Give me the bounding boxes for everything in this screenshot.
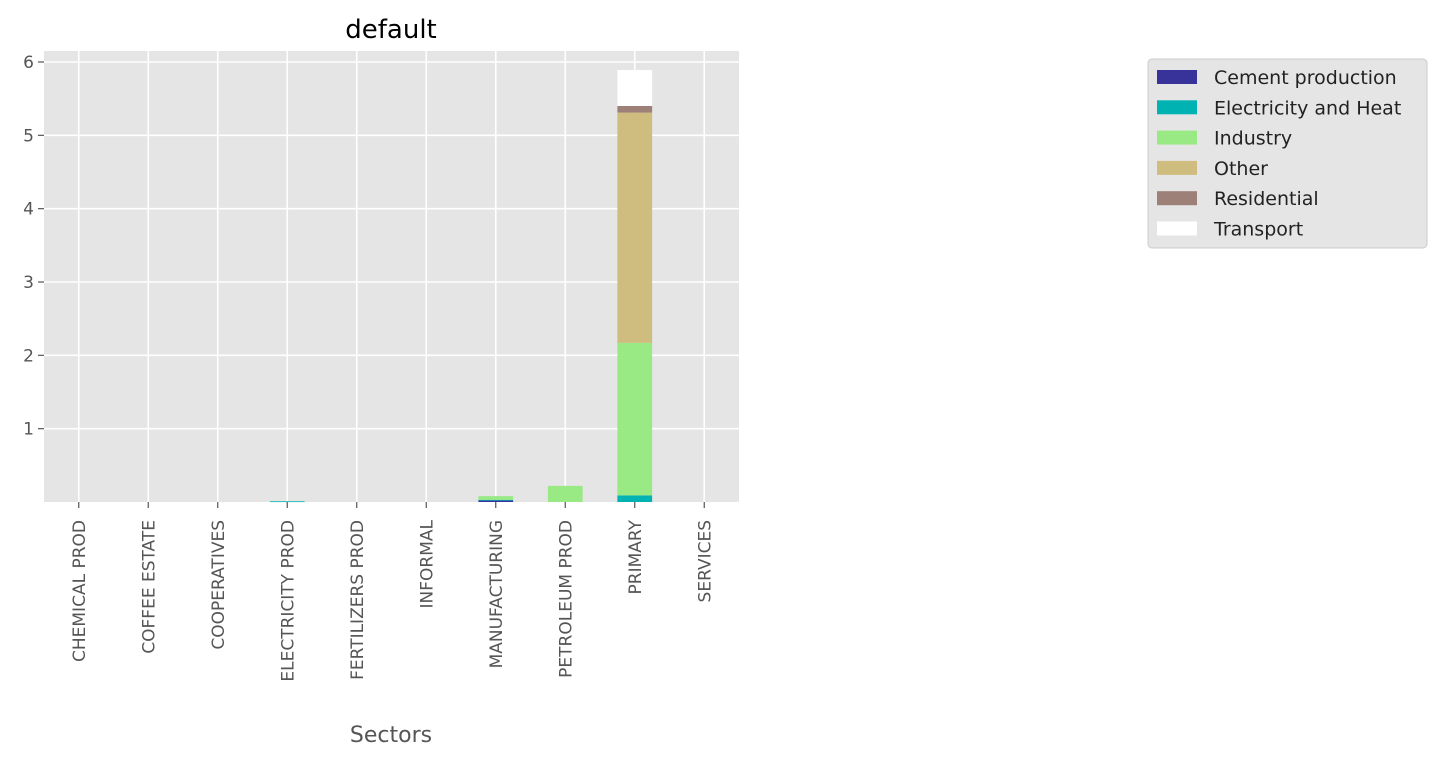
bar-segment	[269, 501, 305, 503]
bar-segment	[478, 496, 514, 500]
x-axis-ticks: CHEMICAL PROD COFFEE ESTATE COOPERATIVES EL…	[70, 502, 715, 682]
legend-label: Industry	[1214, 128, 1292, 150]
x-tick-label: MANUFACTURING	[487, 520, 507, 668]
y-tick-label: 5	[23, 126, 34, 146]
legend-label: Electricity and Heat	[1214, 97, 1401, 119]
x-tick-label: COOPERATIVES	[209, 520, 229, 650]
bar-segment	[478, 499, 514, 501]
legend-box	[1147, 58, 1428, 249]
y-tick-label: 4	[23, 200, 34, 220]
bar-segment	[478, 500, 514, 502]
legend-swatch	[1157, 191, 1197, 206]
legend-label: Cement production	[1214, 67, 1397, 89]
legend-swatch	[1157, 70, 1197, 84]
x-tick-label: COFFEE ESTATE	[139, 520, 159, 654]
x-axis-label: Sectors	[350, 723, 432, 748]
x-tick-label: ELECTRICITY PROD	[278, 520, 298, 682]
y-tick-label: 3	[23, 273, 34, 293]
bar-segment	[617, 342, 653, 496]
y-tick-label: 1	[23, 420, 34, 440]
bar-segment	[617, 112, 653, 343]
x-tick-label: PRIMARY	[626, 519, 646, 594]
x-tick-label: INFORMAL	[417, 519, 437, 608]
x-tick-label: SERVICES	[695, 520, 715, 602]
x-tick-label: CHEMICAL PROD	[70, 520, 90, 662]
bar-segment	[617, 106, 653, 113]
legend-swatch	[1157, 130, 1197, 145]
bar-segment	[547, 485, 583, 502]
x-tick-label: PETROLEUM PROD	[556, 520, 576, 678]
legend-swatch	[1157, 160, 1197, 175]
legend: Cement production Electricity and Heat Ind…	[1147, 58, 1428, 249]
bar-segment	[617, 70, 653, 106]
legend-label: Transport	[1213, 219, 1303, 241]
legend-swatch	[1157, 100, 1197, 115]
chart-title: default	[345, 15, 436, 45]
y-axis-ticks: 1 2 3 4 5 6	[23, 53, 44, 440]
bar-segment	[617, 495, 653, 502]
legend-swatch	[1157, 221, 1197, 236]
bars	[269, 70, 653, 503]
legend-label: Residential	[1214, 188, 1319, 210]
x-tick-label: FERTILIZERS PROD	[348, 520, 368, 680]
y-tick-label: 2	[23, 346, 34, 366]
y-tick-label: 6	[23, 53, 34, 73]
legend-label: Other	[1214, 158, 1268, 180]
